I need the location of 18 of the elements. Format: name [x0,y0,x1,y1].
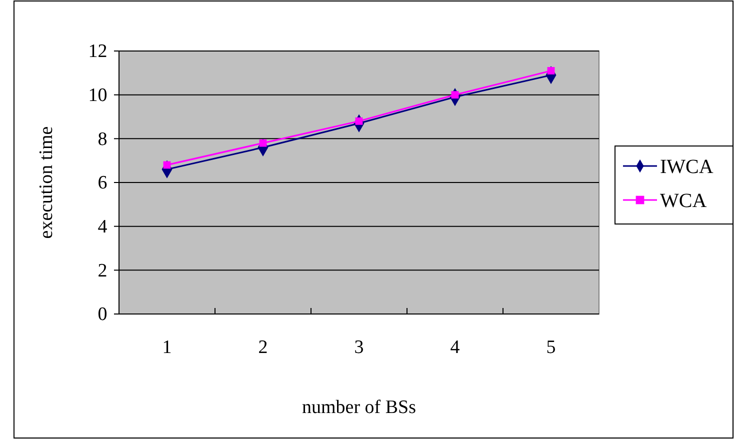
x-tick-label: 4 [450,337,460,358]
x-tick-label: 1 [162,337,172,358]
y-axis-title: execution time [36,126,57,239]
x-tick-label: 2 [258,337,268,358]
point [259,139,267,147]
y-tick-label: 12 [88,41,108,62]
y-tick-label: 0 [98,304,108,326]
legend-label: IWCA [660,156,714,178]
legend-label: WCA [660,190,708,212]
y-tick-label: 2 [98,260,108,282]
y-tick-label: 6 [98,172,108,194]
x-tick-label: 5 [546,337,556,358]
y-tick-label: 4 [98,216,108,238]
x-tick-label: 3 [354,337,364,358]
point [547,67,555,74]
y-tick-label: 8 [98,128,108,150]
x-axis-title: number of BSs [302,397,416,418]
y-tick-label: 10 [88,84,108,106]
